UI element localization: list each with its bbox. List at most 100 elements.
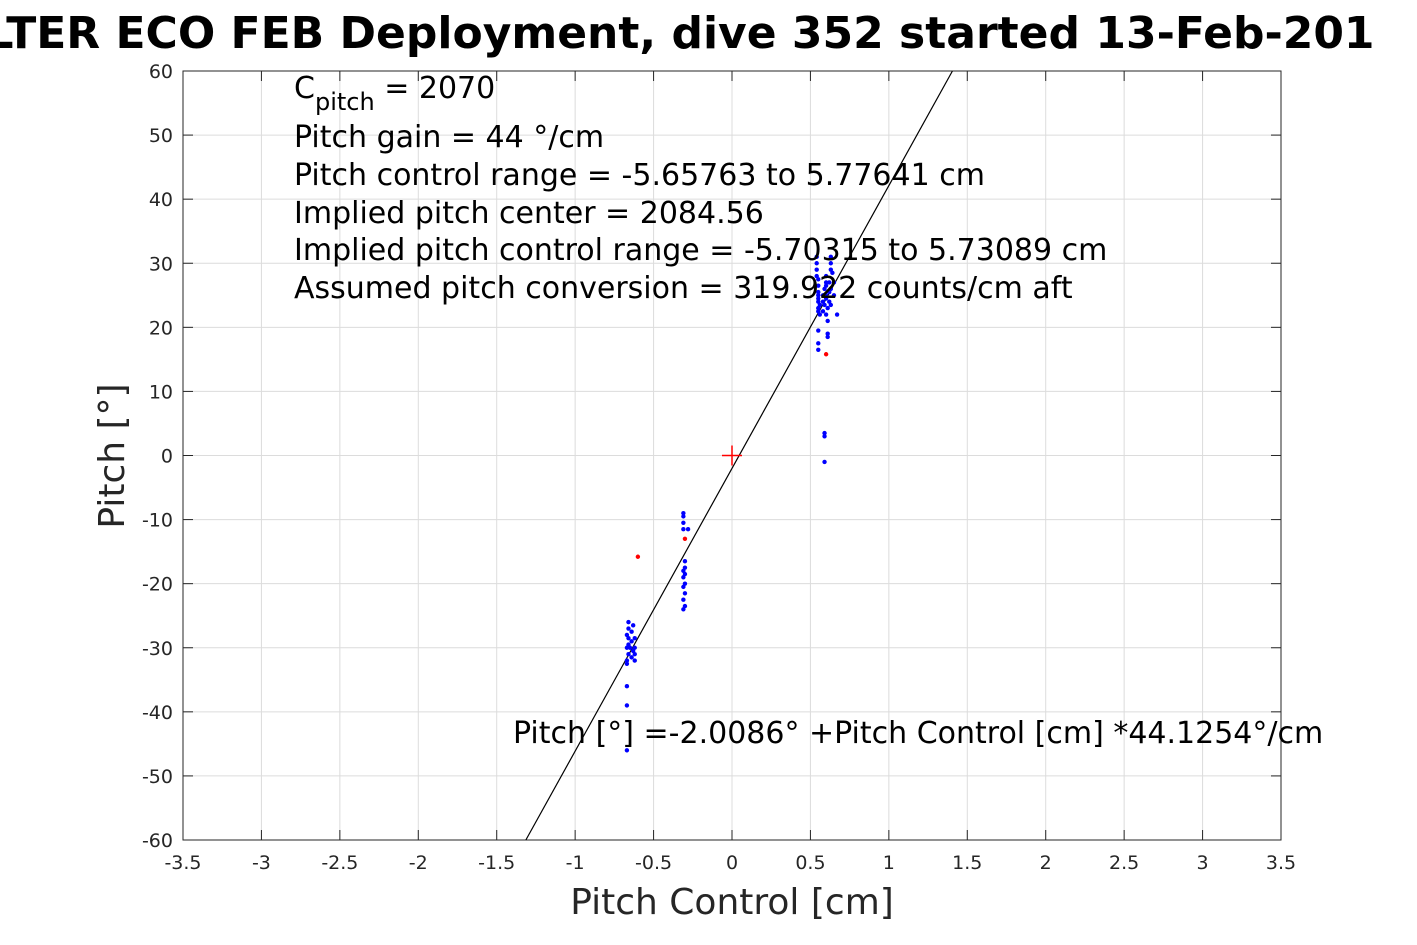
- x-tick-label: 0: [726, 852, 738, 874]
- annotation-implied-center: Implied pitch center = 2084.56: [294, 196, 764, 231]
- data-point: [681, 510, 686, 516]
- y-tick-label: -20: [142, 574, 173, 596]
- x-tick-label: 2.5: [1109, 852, 1139, 874]
- x-tick-label: -2.5: [321, 852, 358, 874]
- data-point: [632, 658, 637, 663]
- data-point: [825, 318, 830, 324]
- data-point: [681, 514, 686, 519]
- data-point: [823, 293, 829, 298]
- y-tick-label: -10: [142, 510, 173, 532]
- y-axis-label: Pitch [°]: [92, 383, 133, 528]
- x-tick-label: 1.5: [952, 852, 982, 874]
- annotation-implied-range: Implied pitch control range = -5.70315 t…: [294, 233, 1107, 268]
- y-tick-label: 30: [149, 253, 173, 275]
- data-point: [627, 645, 633, 650]
- x-tick-label: 3.5: [1266, 852, 1296, 874]
- data-point: [816, 347, 821, 352]
- x-axis-label: Pitch Control [cm]: [570, 882, 894, 923]
- data-point: [629, 639, 634, 644]
- y-tick-label: -60: [142, 830, 173, 852]
- data-point: [624, 748, 630, 753]
- data-point: [822, 459, 827, 465]
- data-point: [635, 554, 641, 559]
- data-point: [823, 352, 829, 357]
- data-point: [825, 334, 830, 340]
- y-axis-ticks: 60 50 40 30 20 10 0 -10 -20 -30 -40 -50 -60: [142, 61, 1281, 852]
- data-point: [822, 430, 827, 436]
- y-tick-label: 40: [149, 189, 173, 211]
- data-point: [816, 277, 821, 282]
- x-tick-label: 2: [1040, 852, 1052, 874]
- data-point: [825, 305, 830, 311]
- data-point: [629, 655, 634, 660]
- data-point: [814, 267, 819, 272]
- plot-area-frame: [182, 70, 1282, 841]
- data-point: [820, 309, 826, 314]
- annotation-conversion: Assumed pitch conversion = 319.922 count…: [294, 271, 1073, 306]
- data-point: [626, 619, 631, 625]
- data-point: [682, 591, 688, 596]
- data-point: [814, 261, 819, 266]
- x-tick-label: 3: [1197, 852, 1209, 874]
- y-tick-label: 10: [149, 381, 173, 403]
- x-tick-label: 0.5: [795, 852, 825, 874]
- data-point: [681, 607, 686, 612]
- data-point: [624, 703, 630, 708]
- c-pitch-value: = 2070: [375, 71, 496, 106]
- data-point: [626, 635, 631, 641]
- data-point: [816, 283, 821, 288]
- c-pitch-subscript: pitch: [315, 88, 375, 116]
- data-point: [681, 597, 686, 602]
- data-point: [816, 305, 821, 311]
- data-point: [624, 658, 630, 663]
- data-point: [823, 280, 829, 285]
- data-point: [629, 629, 634, 634]
- data-point: [823, 273, 829, 279]
- data-point: [816, 289, 821, 295]
- x-tick-label: 1: [883, 852, 895, 874]
- y-tick-label: -30: [142, 638, 173, 660]
- data-point: [816, 293, 821, 298]
- data-point: [681, 526, 686, 532]
- fit-equation-label: Pitch [°] =-2.0086° +Pitch Control [cm] …: [513, 716, 1323, 751]
- data-point: [816, 341, 821, 346]
- data-point: [822, 302, 827, 308]
- data-point: [626, 626, 631, 631]
- y-tick-label: 20: [149, 317, 173, 339]
- y-tick-label: 60: [149, 61, 173, 83]
- data-point: [626, 651, 631, 657]
- data-point: [828, 261, 834, 266]
- grid: [182, 70, 1282, 841]
- x-tick-label: -3: [252, 852, 271, 874]
- data-point: [822, 434, 827, 439]
- data-point: [816, 328, 821, 333]
- center-marker-group: [722, 445, 742, 466]
- annotation-pitch-gain: Pitch gain = 44 °/cm: [294, 120, 604, 155]
- data-point: [831, 293, 837, 298]
- data-point: [825, 331, 830, 336]
- y-tick-label: 50: [149, 125, 173, 147]
- data-point: [820, 293, 826, 298]
- data-point: [828, 302, 834, 308]
- data-point: [817, 312, 823, 317]
- x-tick-label: -3.5: [164, 852, 201, 874]
- data-point: [632, 651, 637, 657]
- data-point: [681, 575, 686, 580]
- x-tick-label: -0.5: [635, 852, 672, 874]
- c-pitch-base: C: [294, 71, 315, 106]
- data-point: [831, 280, 837, 285]
- data-point: [827, 280, 832, 285]
- x-tick-label: -1.5: [478, 852, 515, 874]
- data-point: [630, 623, 636, 628]
- data-point: [681, 520, 686, 525]
- data-point: [624, 661, 630, 666]
- data-point: [828, 254, 834, 260]
- annotation-c-pitch: Cpitch = 2070: [294, 71, 495, 116]
- data-point: [830, 270, 835, 276]
- data-point: [632, 645, 637, 650]
- data-point: [685, 526, 691, 532]
- data-point: [823, 312, 829, 317]
- data-point: [834, 312, 840, 317]
- data-point: [682, 536, 688, 542]
- data-point: [823, 296, 829, 301]
